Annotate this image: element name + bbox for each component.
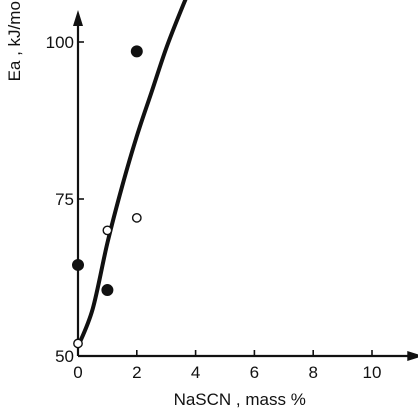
y-tick-label: 100 (46, 33, 74, 52)
x-axis-arrowhead (407, 351, 418, 361)
filled-data-point (101, 284, 114, 297)
y-axis-arrowhead (73, 10, 83, 26)
x-tick-label: 10 (363, 363, 382, 382)
y-axis-label: Ea , kJ/mol. (5, 0, 24, 81)
filled-data-point (72, 258, 84, 271)
open-data-point (73, 338, 83, 349)
points-layer (72, 45, 143, 349)
filled-data-point (130, 45, 143, 58)
x-axis-label: NaSCN , mass % (174, 390, 306, 409)
fit-curve-layer (76, 0, 188, 349)
x-tick-label: 4 (191, 363, 200, 382)
ticks: 02468105075100125150 (46, 33, 382, 382)
open-data-point (102, 225, 113, 236)
open-data-point (131, 212, 142, 223)
axes (73, 10, 418, 361)
y-tick-label: 50 (55, 347, 74, 366)
fit-curve-line (76, 0, 188, 349)
x-tick-label: 2 (132, 363, 141, 382)
x-tick-label: 6 (250, 363, 259, 382)
y-tick-label: 75 (55, 190, 74, 209)
x-tick-label: 0 (73, 363, 82, 382)
x-tick-label: 8 (308, 363, 317, 382)
